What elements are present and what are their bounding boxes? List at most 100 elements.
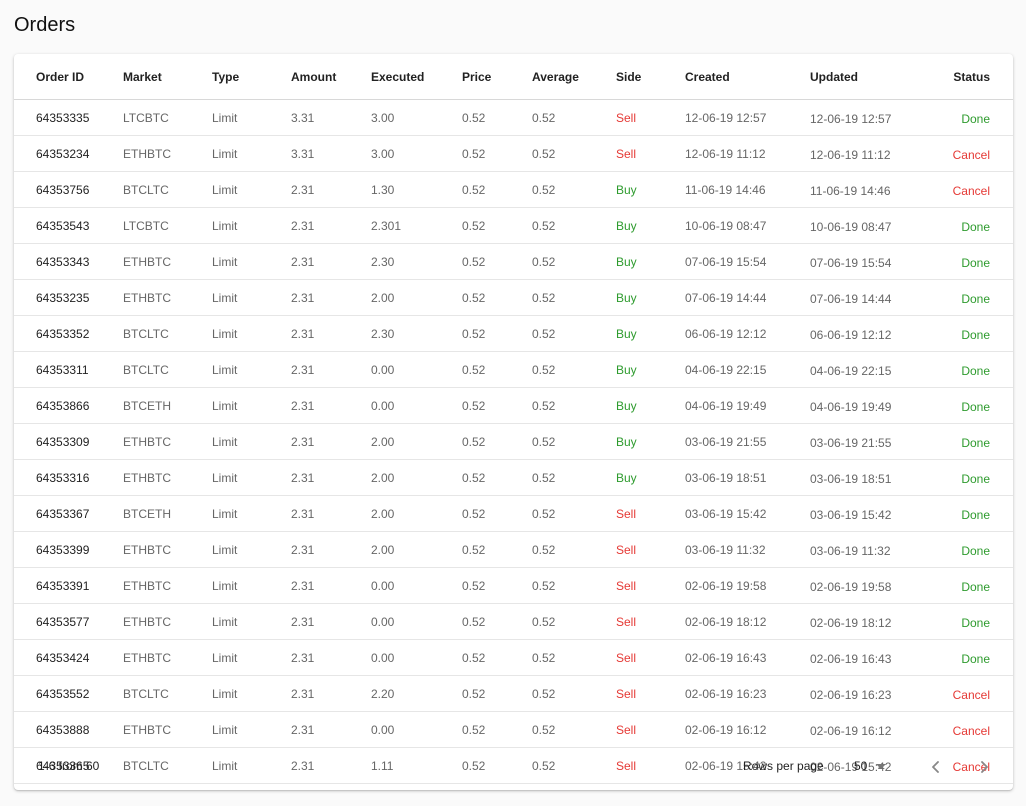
table-row[interactable]: 64353391 ETHBTC Limit 2.31 0.00 0.52 0.52 Sell 0… <box>14 567 1013 604</box>
type-cell: Limit <box>212 135 291 172</box>
side-cell: Buy <box>616 207 685 244</box>
table-row[interactable]: 64353367 BTCETH Limit 2.31 2.00 0.52 0.52 Sell 0… <box>14 495 1013 532</box>
table-row[interactable]: 64353888 ETHBTC Limit 2.31 0.00 0.52 0.52 Sell 0… <box>14 711 1013 748</box>
market-cell: LTCBTC <box>123 99 212 136</box>
created-cell: 12-06-19 11:12 <box>685 135 810 172</box>
column-header-market[interactable]: Market <box>123 54 212 100</box>
side-cell: Buy <box>616 243 685 280</box>
executed-cell: 3.00 <box>371 99 462 136</box>
column-header-updated[interactable]: Updated <box>810 54 934 100</box>
executed-cell: 0.00 <box>371 351 462 388</box>
column-header-executed[interactable]: Executed <box>371 54 462 100</box>
side-cell: Buy <box>616 423 685 460</box>
executed-cell: 1.30 <box>371 171 462 208</box>
side-cell: Sell <box>616 135 685 172</box>
column-header-status[interactable]: Status <box>934 54 1013 100</box>
average-cell: 0.52 <box>532 99 616 136</box>
table-row[interactable]: 64353866 BTCETH Limit 2.31 0.00 0.52 0.52 Buy 04… <box>14 387 1013 424</box>
side-cell: Sell <box>616 711 685 748</box>
table-row[interactable]: 64353552 BTCLTC Limit 2.31 2.20 0.52 0.52 Sell 0… <box>14 675 1013 712</box>
table-row[interactable]: 64353352 BTCLTC Limit 2.31 2.30 0.52 0.52 Buy 06… <box>14 315 1013 352</box>
amount-cell: 2.31 <box>291 315 371 352</box>
table-row[interactable]: 64353343 ETHBTC Limit 2.31 2.30 0.52 0.52 Buy 07… <box>14 243 1013 280</box>
next-page-button[interactable] <box>970 753 998 781</box>
market-cell: ETHBTC <box>123 423 212 460</box>
created-cell: 07-06-19 15:54 <box>685 243 810 280</box>
average-cell: 0.52 <box>532 423 616 460</box>
orders-table-body: 64353335 LTCBTC Limit 3.31 3.00 0.52 0.52 Sell 1… <box>14 99 1013 784</box>
market-cell: ETHBTC <box>123 279 212 316</box>
created-cell: 12-06-19 12:57 <box>685 99 810 136</box>
status-cell: Done <box>934 639 1013 676</box>
type-cell: Limit <box>212 423 291 460</box>
status-cell: Done <box>934 495 1013 532</box>
executed-cell: 1.11 <box>371 747 462 784</box>
created-cell: 03-06-19 11:32 <box>685 531 810 568</box>
order-id-cell: 64353552 <box>14 675 123 712</box>
price-cell: 0.52 <box>462 243 532 280</box>
order-id-cell: 64353424 <box>14 639 123 676</box>
status-cell: Done <box>934 603 1013 640</box>
status-cell: Done <box>934 207 1013 244</box>
amount-cell: 2.31 <box>291 531 371 568</box>
market-cell: ETHBTC <box>123 567 212 604</box>
executed-cell: 2.00 <box>371 531 462 568</box>
executed-cell: 0.00 <box>371 639 462 676</box>
price-cell: 0.52 <box>462 135 532 172</box>
column-header-amount[interactable]: Amount <box>291 54 371 100</box>
type-cell: Limit <box>212 495 291 532</box>
market-cell: ETHBTC <box>123 603 212 640</box>
executed-cell: 0.00 <box>371 567 462 604</box>
market-cell: BTCLTC <box>123 351 212 388</box>
price-cell: 0.52 <box>462 171 532 208</box>
type-cell: Limit <box>212 567 291 604</box>
order-id-cell: 64353367 <box>14 495 123 532</box>
average-cell: 0.52 <box>532 747 616 784</box>
table-row[interactable]: 64353316 ETHBTC Limit 2.31 2.00 0.52 0.52 Buy 03… <box>14 459 1013 496</box>
executed-cell: 2.00 <box>371 279 462 316</box>
table-row[interactable]: 64353309 ETHBTC Limit 2.31 2.00 0.52 0.52 Buy 03… <box>14 423 1013 460</box>
updated-cell: 02-06-19 18:12 <box>810 603 934 640</box>
created-cell: 04-06-19 22:15 <box>685 351 810 388</box>
created-cell: 03-06-19 21:55 <box>685 423 810 460</box>
rows-per-page-select[interactable]: 50 <box>854 753 887 779</box>
side-cell: Sell <box>616 675 685 712</box>
table-row[interactable]: 64353399 ETHBTC Limit 2.31 2.00 0.52 0.52 Sell 0… <box>14 531 1013 568</box>
status-cell: Done <box>934 423 1013 460</box>
type-cell: Limit <box>212 747 291 784</box>
column-header-price[interactable]: Price <box>462 54 532 100</box>
column-header-average[interactable]: Average <box>532 54 616 100</box>
executed-cell: 2.00 <box>371 423 462 460</box>
type-cell: Limit <box>212 243 291 280</box>
previous-page-button[interactable] <box>922 753 950 781</box>
table-row[interactable]: 64353543 LTCBTC Limit 2.31 2.301 0.52 0.52 Buy 1… <box>14 207 1013 244</box>
updated-cell: 03-06-19 11:32 <box>810 531 934 568</box>
rows-per-page-value: 50 <box>854 759 868 773</box>
column-header-type[interactable]: Type <box>212 54 291 100</box>
updated-cell: 04-06-19 22:15 <box>810 351 934 388</box>
column-header-side[interactable]: Side <box>616 54 685 100</box>
amount-cell: 2.31 <box>291 171 371 208</box>
table-row[interactable]: 64353365 BTCLTC Limit 2.31 1.11 0.52 0.52 Sell 0… <box>14 747 1013 784</box>
table-row[interactable]: 64353335 LTCBTC Limit 3.31 3.00 0.52 0.52 Sell 1… <box>14 99 1013 136</box>
market-cell: ETHBTC <box>123 711 212 748</box>
table-row[interactable]: 64353577 ETHBTC Limit 2.31 0.00 0.52 0.52 Sell 0… <box>14 603 1013 640</box>
side-cell: Sell <box>616 99 685 136</box>
orders-card: Order ID Market Type Amount Executed Pri… <box>14 54 1013 790</box>
table-row[interactable]: 64353235 ETHBTC Limit 2.31 2.00 0.52 0.52 Buy 07… <box>14 279 1013 316</box>
market-cell: BTCLTC <box>123 171 212 208</box>
status-cell: Done <box>934 99 1013 136</box>
column-header-created[interactable]: Created <box>685 54 810 100</box>
order-id-cell: 64353866 <box>14 387 123 424</box>
updated-cell: 10-06-19 08:47 <box>810 207 934 244</box>
created-cell: 02-06-19 16:43 <box>685 639 810 676</box>
market-cell: ETHBTC <box>123 459 212 496</box>
table-row[interactable]: 64353424 ETHBTC Limit 2.31 0.00 0.52 0.52 Sell 0… <box>14 639 1013 676</box>
column-header-order-id[interactable]: Order ID <box>14 54 123 100</box>
table-row[interactable]: 64353311 BTCLTC Limit 2.31 0.00 0.52 0.52 Buy 04… <box>14 351 1013 388</box>
table-row[interactable]: 64353234 ETHBTC Limit 3.31 3.00 0.52 0.52 Sell 1… <box>14 135 1013 172</box>
market-cell: ETHBTC <box>123 531 212 568</box>
order-id-cell: 64353234 <box>14 135 123 172</box>
table-row[interactable]: 64353756 BTCLTC Limit 2.31 1.30 0.52 0.52 Buy 11… <box>14 171 1013 208</box>
amount-cell: 2.31 <box>291 243 371 280</box>
